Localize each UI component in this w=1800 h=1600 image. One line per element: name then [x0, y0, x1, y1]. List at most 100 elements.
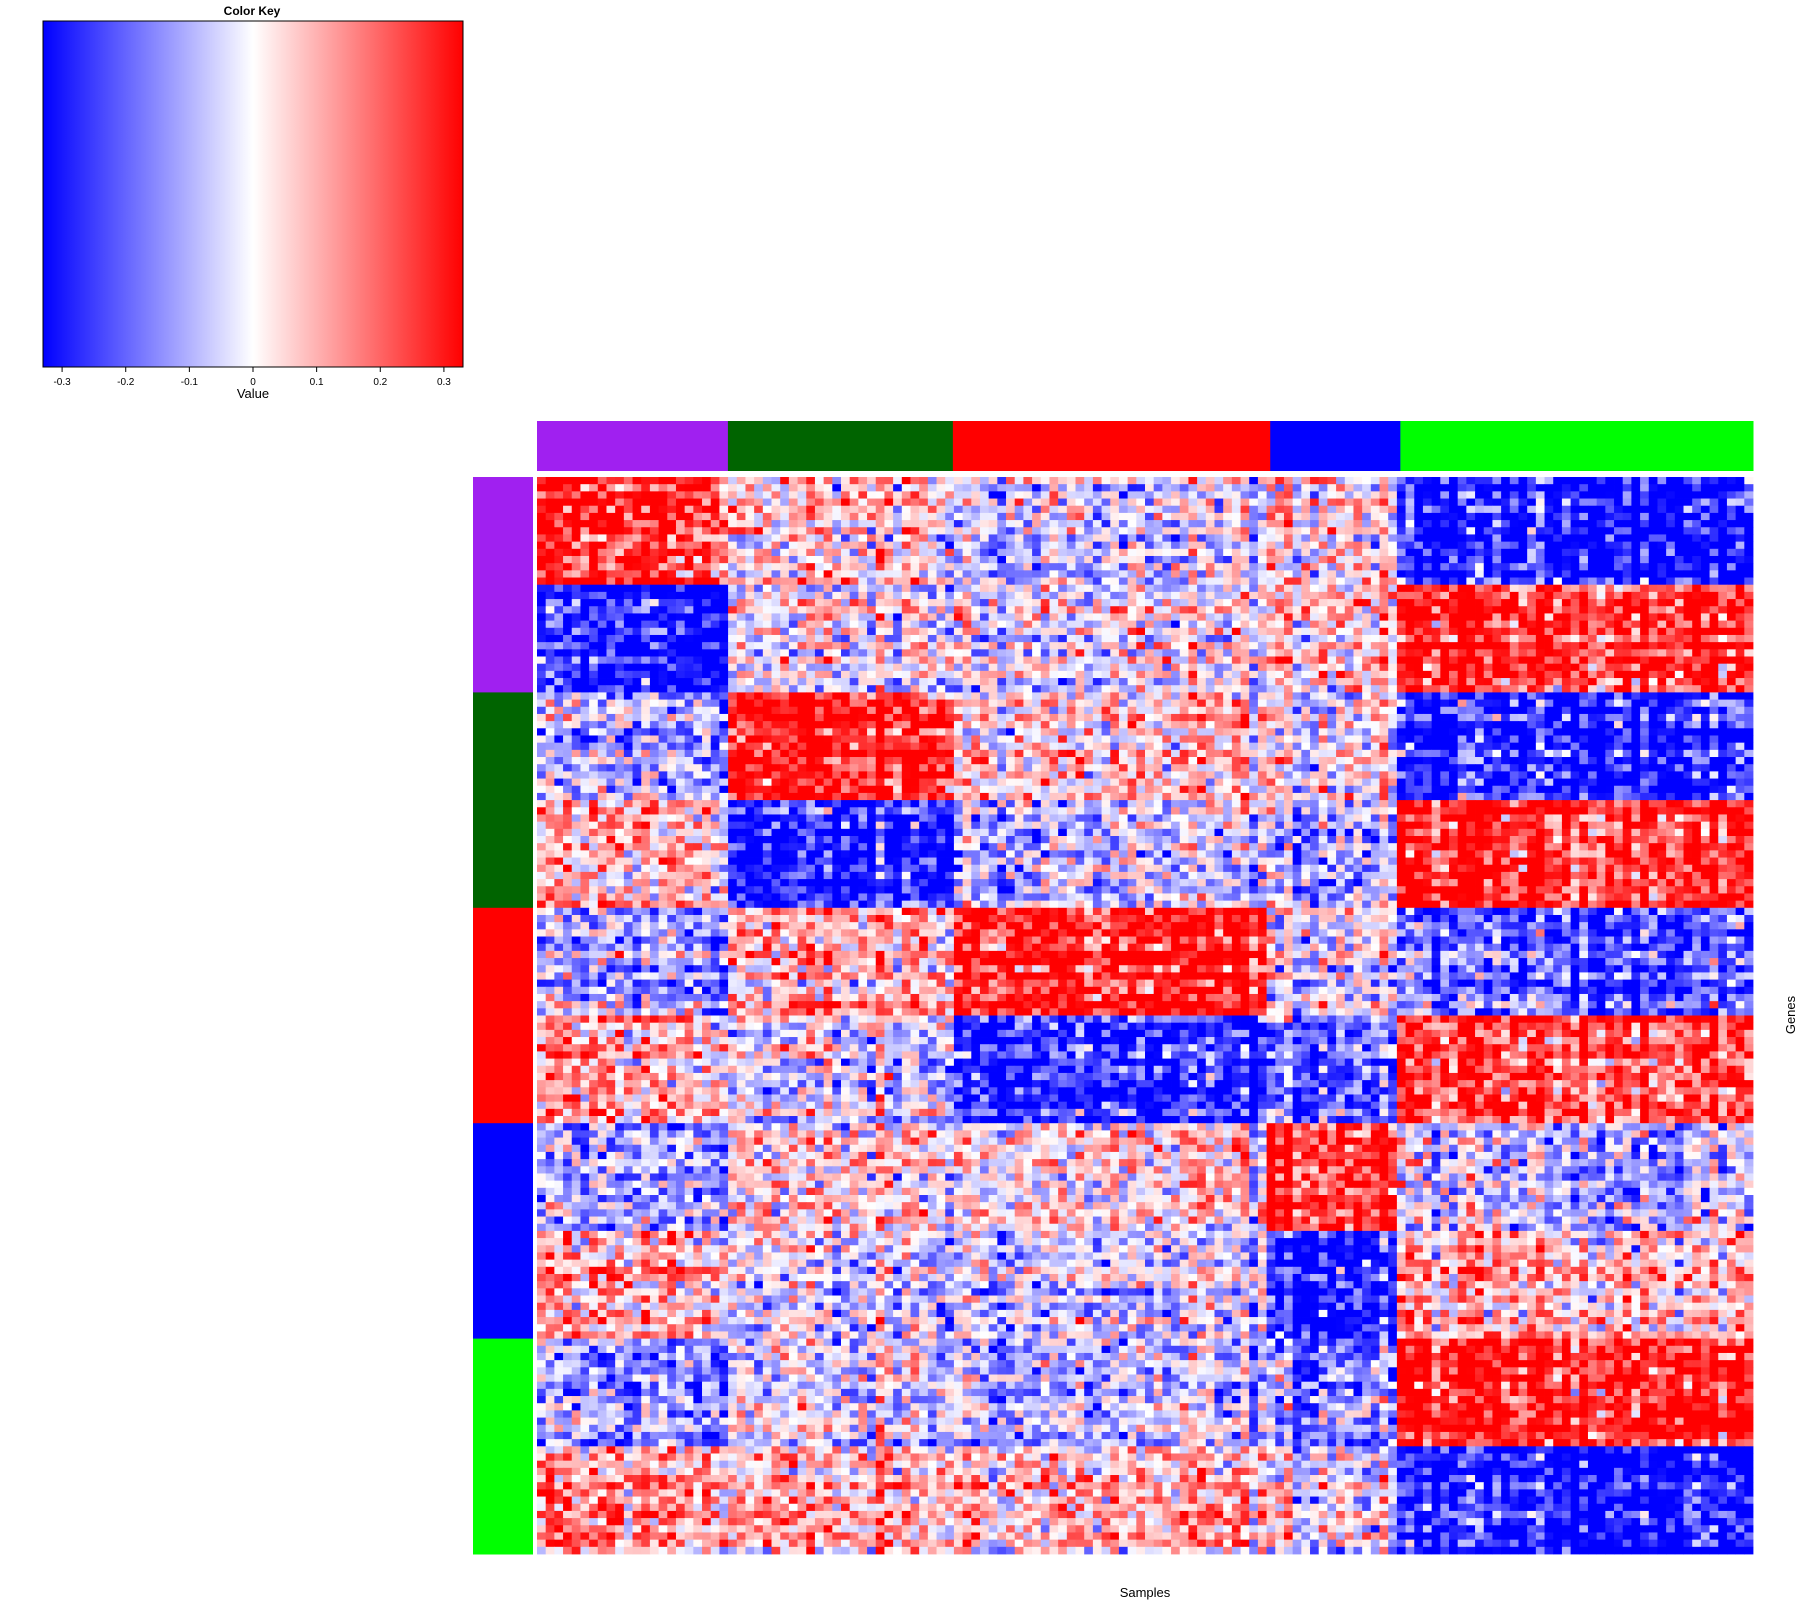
heatmap-cell — [684, 728, 694, 736]
heatmap-cell — [537, 512, 547, 521]
heatmap-cell — [1257, 563, 1267, 571]
heatmap-cell — [1405, 685, 1415, 693]
heatmap-cell — [1362, 713, 1372, 722]
heatmap-cell — [797, 512, 807, 521]
heatmap-cell — [1223, 678, 1233, 686]
heatmap-cell — [1205, 591, 1215, 600]
heatmap-cell — [849, 670, 859, 679]
heatmap-cell — [919, 534, 929, 543]
heatmap-cell — [1006, 505, 1016, 514]
heatmap-cell — [1214, 613, 1224, 621]
heatmap-cell — [641, 678, 651, 686]
heatmap-cell — [1370, 577, 1380, 586]
heatmap-cell — [1726, 642, 1737, 650]
heatmap-cell — [745, 563, 755, 571]
heatmap-cell — [1353, 484, 1363, 492]
heatmap-cell — [702, 498, 712, 507]
heatmap-cell — [1110, 498, 1120, 507]
heatmap-cell — [1197, 678, 1207, 686]
heatmap-cell — [1049, 570, 1059, 578]
heatmap-cell — [1040, 692, 1050, 700]
heatmap-cell — [606, 491, 616, 499]
heatmap-cell — [901, 670, 911, 679]
heatmap-cell — [649, 706, 659, 715]
heatmap-cell — [1518, 534, 1528, 543]
heatmap-cell — [788, 555, 798, 564]
heatmap-cell — [710, 505, 720, 514]
heatmap-cell — [1223, 599, 1233, 607]
heatmap-cell — [919, 706, 929, 715]
heatmap-cell — [936, 670, 946, 679]
heatmap-cell — [1492, 527, 1502, 535]
heatmap-cell — [1118, 477, 1129, 485]
heatmap-cell — [1431, 670, 1441, 679]
heatmap-cell — [1257, 477, 1267, 485]
heatmap-cell — [1370, 591, 1380, 600]
heatmap-cell — [1674, 706, 1684, 715]
heatmap-cell — [1735, 649, 1745, 657]
heatmap-cell — [1388, 563, 1398, 571]
heatmap-cell — [615, 706, 625, 715]
heatmap-cell — [1101, 498, 1111, 507]
heatmap-cell — [1744, 670, 1754, 679]
heatmap-cell — [1718, 477, 1728, 485]
heatmap-cell — [953, 620, 963, 629]
heatmap-cell — [1292, 599, 1302, 607]
heatmap-cell — [1301, 541, 1311, 550]
heatmap-cell — [1466, 606, 1476, 614]
heatmap-cell — [953, 678, 963, 686]
heatmap-cell — [893, 663, 903, 672]
heatmap-cell — [563, 642, 573, 650]
heatmap-cell — [597, 663, 607, 672]
heatmap-cell — [1527, 577, 1537, 586]
heatmap-cell — [1136, 656, 1146, 665]
heatmap-cell — [736, 563, 746, 571]
heatmap-cell — [1466, 613, 1476, 621]
heatmap-cell — [1058, 584, 1068, 593]
heatmap-cell — [606, 699, 616, 708]
heatmap-cell — [1214, 484, 1224, 492]
heatmap-cell — [884, 599, 894, 607]
heatmap-cell — [1101, 663, 1111, 672]
heatmap-cell — [1283, 649, 1294, 657]
heatmap-cell — [1266, 706, 1276, 715]
heatmap-cell — [1257, 663, 1267, 672]
heatmap-cell — [1501, 584, 1511, 593]
heatmap-cell — [1066, 728, 1076, 736]
heatmap-cell — [554, 685, 564, 693]
heatmap-cell — [1118, 491, 1129, 499]
heatmap-cell — [1605, 713, 1615, 722]
heatmap-cell — [571, 728, 581, 736]
heatmap-cell — [1509, 627, 1519, 636]
heatmap-cell — [1579, 670, 1589, 679]
heatmap-cell — [1275, 692, 1285, 700]
heatmap-cell — [1014, 627, 1024, 636]
heatmap-cell — [1006, 620, 1016, 629]
heatmap-cell — [1744, 577, 1754, 586]
heatmap-cell — [736, 577, 746, 586]
heatmap-cell — [597, 670, 607, 679]
heatmap-cell — [1370, 520, 1380, 528]
heatmap-cell — [1014, 584, 1024, 593]
heatmap-cell — [1518, 541, 1528, 550]
heatmap-cell — [919, 656, 929, 665]
heatmap-cell — [1066, 477, 1076, 485]
heatmap-cell — [875, 599, 885, 607]
heatmap-cell — [1544, 634, 1554, 643]
heatmap-cell — [1587, 591, 1598, 600]
heatmap-cell — [545, 692, 555, 700]
heatmap-cell — [780, 699, 790, 708]
heatmap-cell — [1362, 570, 1372, 578]
heatmap-cell — [1414, 491, 1424, 499]
heatmap-cell — [1449, 534, 1459, 543]
heatmap-cell — [1683, 512, 1693, 521]
heatmap-cell — [1570, 491, 1580, 499]
heatmap-cell — [545, 670, 555, 679]
heatmap-cell — [684, 505, 694, 514]
heatmap-cell — [658, 484, 668, 492]
heatmap-cell — [1553, 534, 1563, 543]
heatmap-cell — [1726, 649, 1737, 657]
heatmap-cell — [1570, 477, 1580, 485]
heatmap-cell — [841, 678, 851, 686]
heatmap-cell — [884, 505, 894, 514]
